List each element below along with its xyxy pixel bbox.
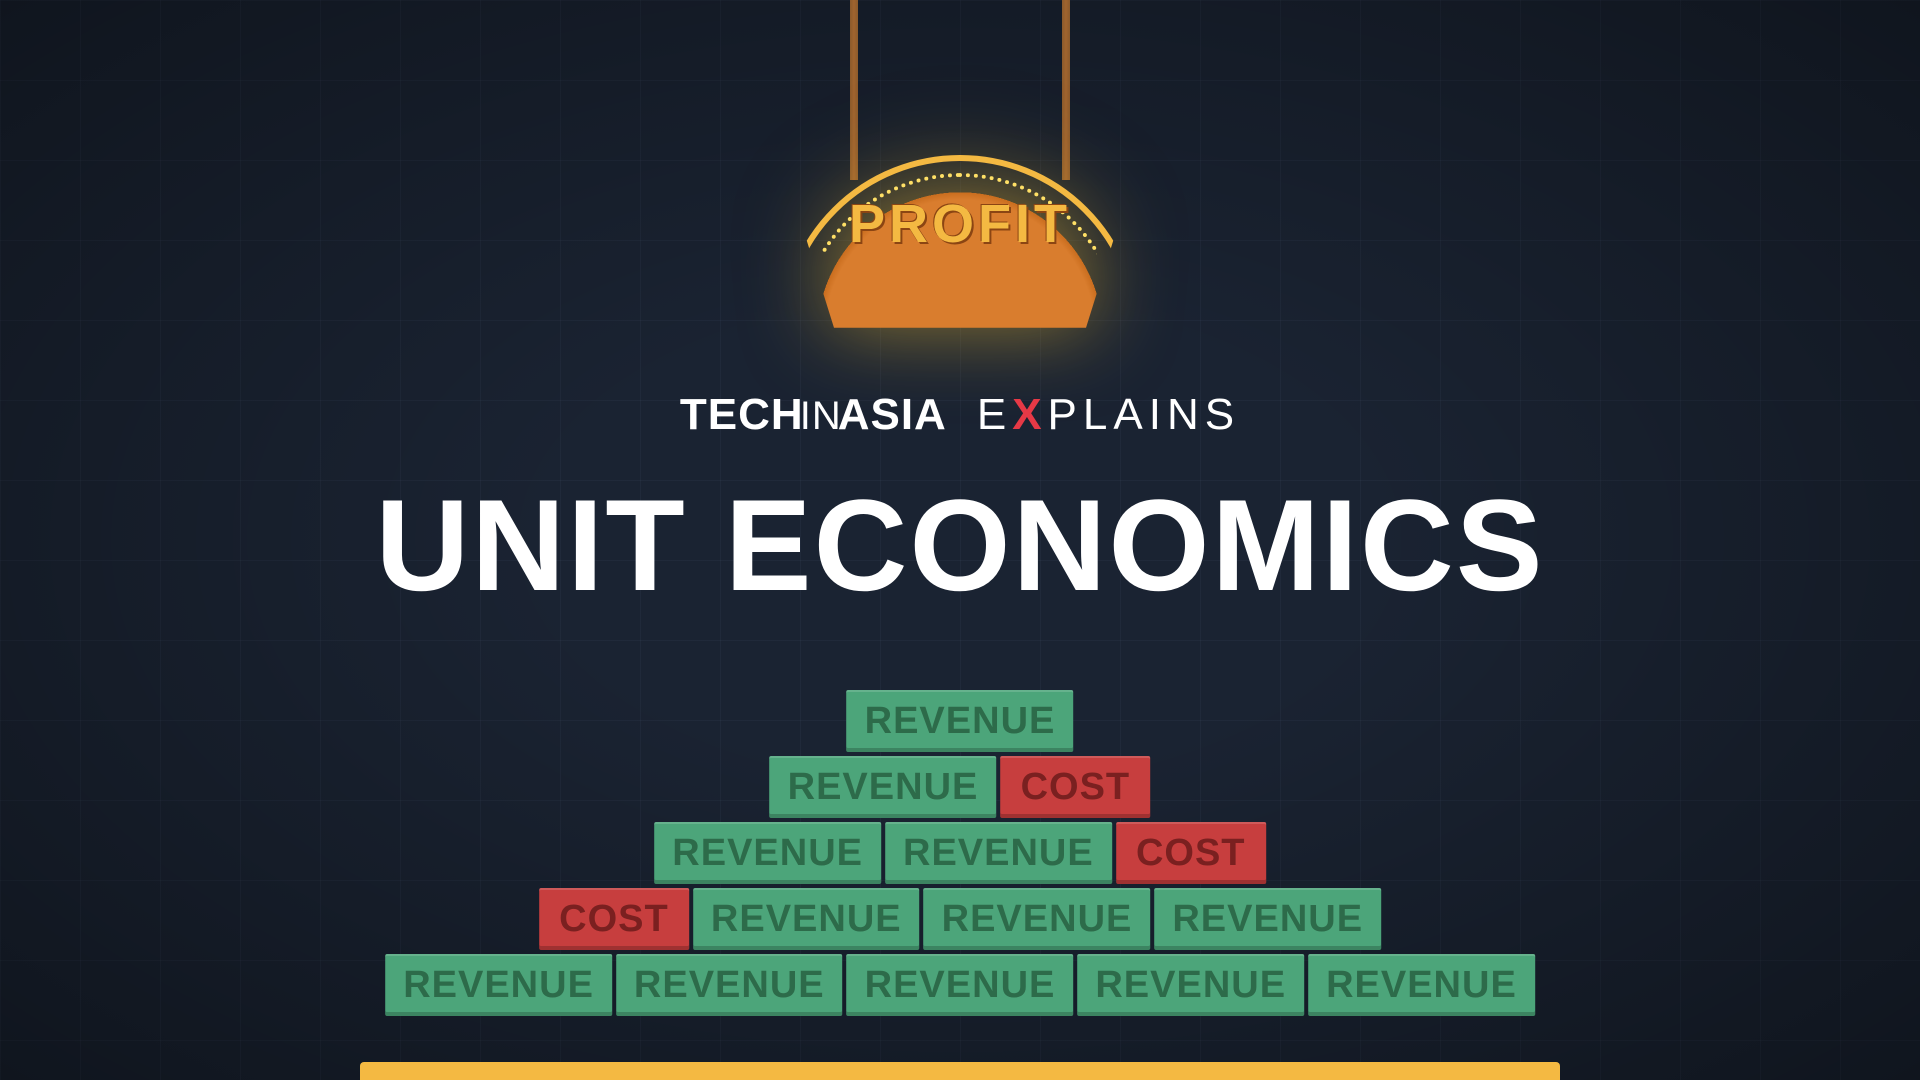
revenue-block: REVENUE xyxy=(885,822,1112,884)
revenue-block: REVENUE xyxy=(770,756,997,818)
revenue-block: REVENUE xyxy=(693,888,920,950)
revenue-block: REVENUE xyxy=(1154,888,1381,950)
pyramid: REVENUEREVENUECOSTREVENUEREVENUECOSTCOST… xyxy=(385,690,1535,1016)
cost-block: COST xyxy=(1000,756,1150,818)
brand-explains: EXPLAINS xyxy=(977,390,1240,440)
pyramid-row: REVENUE xyxy=(847,690,1074,752)
cost-block: COST xyxy=(539,888,689,950)
rope-right xyxy=(1062,0,1070,180)
brand-row: TECHINASIA EXPLAINS xyxy=(680,390,1240,440)
brand-explains-pre: E xyxy=(977,390,1012,439)
rope-left xyxy=(850,0,858,180)
pyramid-row: REVENUECOST xyxy=(770,756,1151,818)
revenue-block: REVENUE xyxy=(385,954,612,1016)
revenue-block: REVENUE xyxy=(847,690,1074,752)
cost-block: COST xyxy=(1116,822,1266,884)
pyramid-row: REVENUEREVENUECOST xyxy=(654,822,1265,884)
profit-sign-label: PROFIT xyxy=(780,193,1140,255)
revenue-block: REVENUE xyxy=(847,954,1074,1016)
brand-asia: ASIA xyxy=(838,390,947,439)
main-title: UNIT ECONOMICS xyxy=(375,470,1544,620)
revenue-block: REVENUE xyxy=(1077,954,1304,1016)
sign-ropes xyxy=(820,0,1100,180)
revenue-block: REVENUE xyxy=(1308,954,1535,1016)
brand-explains-x: X xyxy=(1012,390,1047,439)
revenue-block: REVENUE xyxy=(616,954,843,1016)
revenue-block: REVENUE xyxy=(654,822,881,884)
profit-sign: PROFIT xyxy=(780,155,1140,315)
pyramid-row: REVENUEREVENUEREVENUEREVENUEREVENUE xyxy=(385,954,1535,1016)
base-platform xyxy=(360,1062,1560,1080)
revenue-block: REVENUE xyxy=(924,888,1151,950)
brand-explains-post: PLAINS xyxy=(1048,390,1241,439)
pyramid-row: COSTREVENUEREVENUEREVENUE xyxy=(539,888,1381,950)
brand-tech: TECH xyxy=(680,390,804,439)
brand-in: IN xyxy=(800,394,842,438)
brand-techinasia: TECHINASIA xyxy=(680,390,947,440)
